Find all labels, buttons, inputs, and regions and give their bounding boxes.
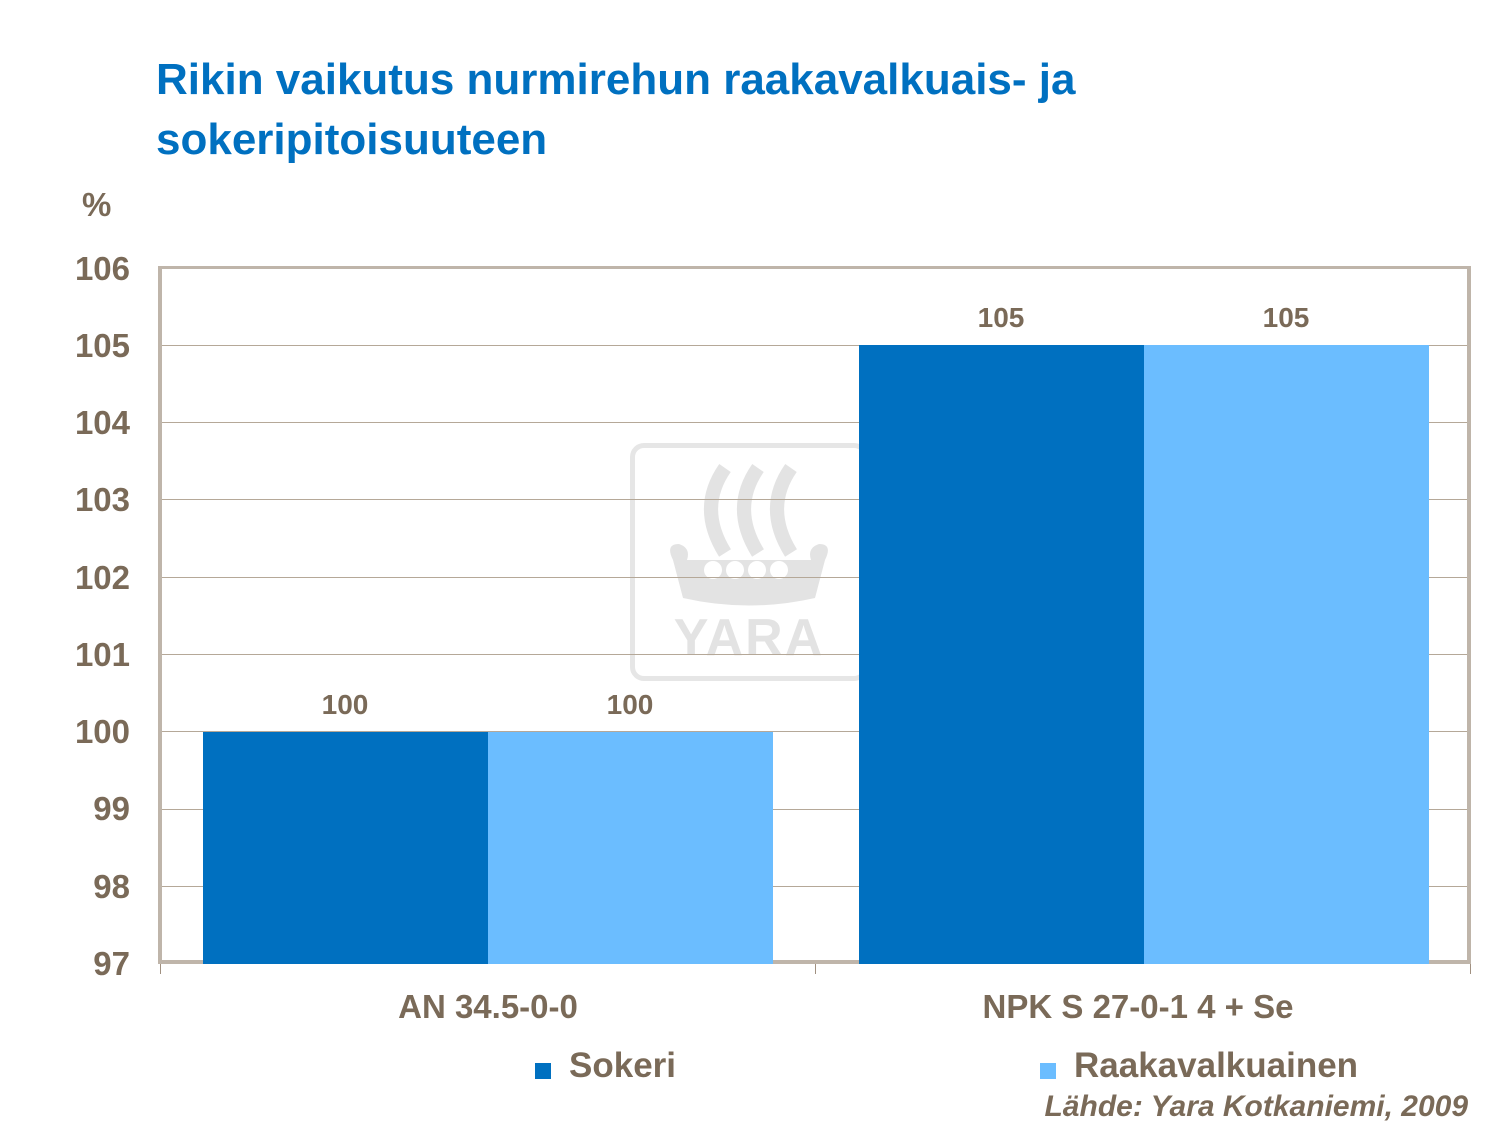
y-tick-label: 100 bbox=[74, 713, 130, 750]
data-label: 105 bbox=[1262, 302, 1310, 333]
gridline bbox=[162, 809, 1467, 810]
y-tick-label: 106 bbox=[74, 250, 130, 287]
x-category-label: AN 34.5-0-0 bbox=[398, 988, 578, 1025]
y-tick-label: 101 bbox=[74, 636, 130, 673]
y-tick-label: 105 bbox=[74, 327, 130, 364]
bar-an-raakavalkuainen bbox=[488, 732, 773, 964]
source-note: Lähde: Yara Kotkaniemi, 2009 bbox=[1044, 1090, 1468, 1123]
legend-item-raakavalkuainen: Raakavalkuainen bbox=[1040, 1046, 1358, 1086]
y-tick-label: 103 bbox=[74, 481, 130, 518]
gridline bbox=[162, 577, 1467, 578]
x-tick bbox=[1470, 964, 1471, 974]
y-tick-label: 102 bbox=[74, 559, 130, 596]
gridline bbox=[162, 886, 1467, 887]
gridline bbox=[162, 499, 1467, 500]
bar-an-sokeri bbox=[203, 732, 488, 964]
x-category-label: NPK S 27-0-1 4 + Se bbox=[982, 988, 1294, 1025]
bar-npk-sokeri bbox=[859, 345, 1144, 964]
legend-swatch-icon bbox=[1040, 1063, 1056, 1079]
gridline bbox=[162, 422, 1467, 423]
y-tick-label: 99 bbox=[93, 790, 130, 827]
data-label: 100 bbox=[321, 689, 369, 720]
x-tick bbox=[160, 964, 161, 974]
bar-npk-raakavalkuainen bbox=[1144, 345, 1429, 964]
legend-swatch-icon bbox=[535, 1063, 551, 1079]
yara-logo-watermark: YARA bbox=[630, 443, 868, 681]
y-tick-label: 98 bbox=[93, 868, 130, 905]
y-tick-label: 97 bbox=[93, 945, 130, 982]
gridline bbox=[162, 345, 1467, 346]
gridline bbox=[162, 654, 1467, 655]
x-tick bbox=[815, 964, 816, 974]
chart-title: Rikin vaikutus nurmirehun raakavalkuais-… bbox=[156, 55, 1076, 164]
legend-item-sokeri: Sokeri bbox=[535, 1046, 676, 1086]
viking-ship-icon bbox=[670, 463, 828, 606]
legend-label: Raakavalkuainen bbox=[1074, 1046, 1359, 1085]
data-label: 100 bbox=[606, 689, 654, 720]
gridline bbox=[162, 731, 1467, 732]
y-tick-label: 104 bbox=[74, 404, 130, 441]
y-axis-unit-label: % bbox=[82, 186, 112, 223]
plot-area bbox=[158, 266, 1471, 964]
data-label: 105 bbox=[977, 302, 1025, 333]
legend-label: Sokeri bbox=[569, 1046, 676, 1085]
watermark-text: YARA bbox=[673, 609, 825, 667]
